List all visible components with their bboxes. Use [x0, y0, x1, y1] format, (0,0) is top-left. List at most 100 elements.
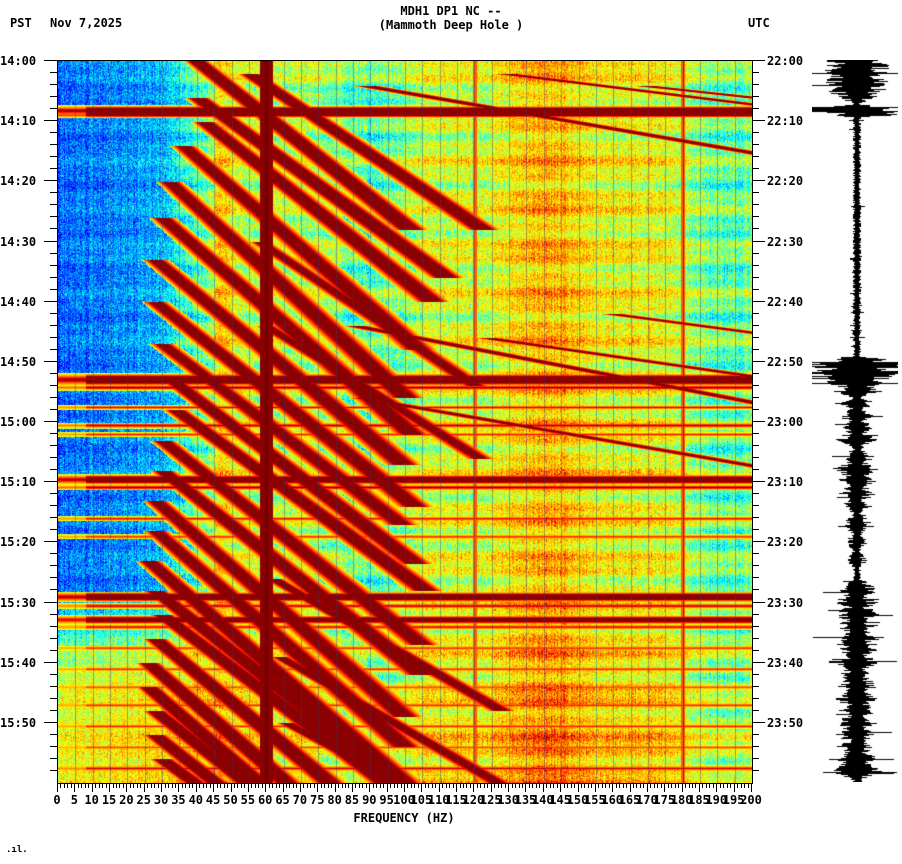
time-tick-minor [752, 745, 759, 747]
freq-tick-label: 170 [636, 793, 658, 807]
time-tick-minor [50, 264, 57, 266]
time-tick-label-pst: 15:10 [0, 475, 37, 490]
time-tick-minor [752, 493, 759, 495]
freq-tick-minor [469, 783, 471, 788]
freq-tick-label: 175 [653, 793, 676, 807]
time-axis-utc: 22:00 22:10 22:20 22:30 22:40 22:50 23:00 23:10… [752, 54, 812, 790]
time-tick-minor [50, 324, 57, 326]
freq-tick-major [265, 783, 267, 792]
freq-tick-minor [206, 783, 208, 788]
time-tick-label-utc: 23:10 [767, 475, 804, 490]
freq-tick-minor [327, 783, 329, 788]
time-tick-minor [752, 108, 759, 110]
spectrogram-image [58, 61, 752, 783]
freq-tick-minor [459, 783, 461, 788]
time-tick-minor [752, 469, 759, 471]
time-tick-label-utc: 22:10 [767, 114, 804, 129]
time-tick-minor [50, 517, 57, 519]
time-tick-minor [752, 457, 759, 459]
freq-tick-label: 65 [275, 793, 290, 807]
freq-tick-major [74, 783, 76, 792]
time-tick-minor [752, 96, 759, 98]
station-title-line2: (Mammoth Deep Hole ) [378, 18, 524, 32]
time-tick-minor [752, 529, 759, 531]
freq-tick-major [351, 783, 353, 792]
time-tick-minor [752, 505, 759, 507]
freq-tick-minor [615, 783, 617, 788]
freq-tick-label: 140 [531, 793, 554, 807]
time-tick-minor [752, 348, 759, 350]
freq-tick-label: 155 [584, 793, 606, 807]
freq-tick-major [282, 783, 284, 792]
freq-tick-major [143, 783, 145, 792]
freq-tick-minor [115, 783, 117, 788]
freq-tick-minor [532, 783, 534, 788]
freq-tick-label: 195 [722, 793, 745, 807]
time-tick-major [44, 240, 57, 242]
freq-tick-label: 180 [670, 793, 693, 807]
freq-tick-minor [251, 783, 253, 788]
freq-tick-minor [626, 783, 628, 788]
time-tick-minor [50, 613, 57, 615]
time-tick-minor [50, 252, 57, 254]
time-tick-minor [50, 156, 57, 158]
freq-tick-major [698, 783, 700, 792]
freq-tick-minor [504, 783, 506, 788]
freq-tick-minor [639, 783, 641, 788]
freq-tick-minor [320, 783, 322, 788]
time-tick-minor [752, 288, 759, 290]
time-tick-major [752, 421, 765, 422]
freq-tick-label: 70 [292, 793, 308, 807]
time-tick-minor [752, 156, 759, 158]
freq-tick-major [317, 783, 319, 792]
freq-tick-minor [365, 783, 367, 788]
time-axis-pst: 14:00 14:10 14:20 14:30 14:40 14:50 15:00 15:10… [0, 54, 57, 790]
time-tick-minor [752, 565, 759, 567]
time-tick-major [752, 60, 765, 61]
freq-tick-minor [84, 783, 86, 788]
freq-tick-minor [102, 783, 104, 788]
freq-tick-minor [574, 783, 576, 788]
freq-tick-minor [199, 783, 201, 788]
time-tick-minor [50, 96, 57, 98]
time-tick-major [44, 300, 57, 302]
time-tick-minor [50, 445, 57, 447]
time-tick-label-pst: 14:20 [0, 174, 37, 189]
freq-tick-minor [303, 783, 305, 788]
freq-tick-minor [667, 783, 669, 788]
time-tick-minor [50, 649, 57, 651]
freq-tick-minor [237, 783, 239, 788]
time-tick-minor [752, 697, 759, 699]
time-tick-minor [50, 408, 57, 410]
freq-tick-minor [580, 783, 582, 788]
freq-tick-major [126, 783, 128, 792]
freq-tick-major [247, 783, 249, 792]
freq-tick-minor [723, 783, 725, 788]
freq-tick-minor [747, 783, 749, 788]
time-tick-minor [752, 433, 759, 435]
freq-tick-major [577, 783, 579, 792]
freq-tick-minor [70, 783, 72, 788]
time-tick-minor [752, 216, 759, 218]
freq-tick-minor [730, 783, 732, 788]
freq-tick-minor [695, 783, 697, 788]
freq-tick-major [716, 783, 718, 792]
freq-tick-minor [549, 783, 551, 788]
time-tick-minor [50, 625, 57, 627]
spectrogram-plot [57, 60, 753, 784]
time-tick-minor [50, 84, 57, 86]
time-tick-label-utc: 23:40 [767, 655, 804, 670]
time-tick-label-utc: 23:20 [767, 535, 804, 550]
freq-tick-label: 185 [688, 793, 710, 807]
freq-tick-major [178, 783, 180, 792]
freq-tick-minor [400, 783, 402, 788]
freq-tick-minor [449, 783, 451, 788]
freq-tick-label: 125 [479, 793, 502, 807]
freq-tick-minor [424, 783, 426, 788]
freq-tick-minor [240, 783, 242, 788]
freq-tick-minor [414, 783, 416, 788]
time-tick-minor [752, 589, 759, 591]
freq-tick-major [57, 783, 58, 792]
time-tick-label-utc: 23:50 [767, 715, 804, 730]
freq-tick-minor [98, 783, 100, 788]
